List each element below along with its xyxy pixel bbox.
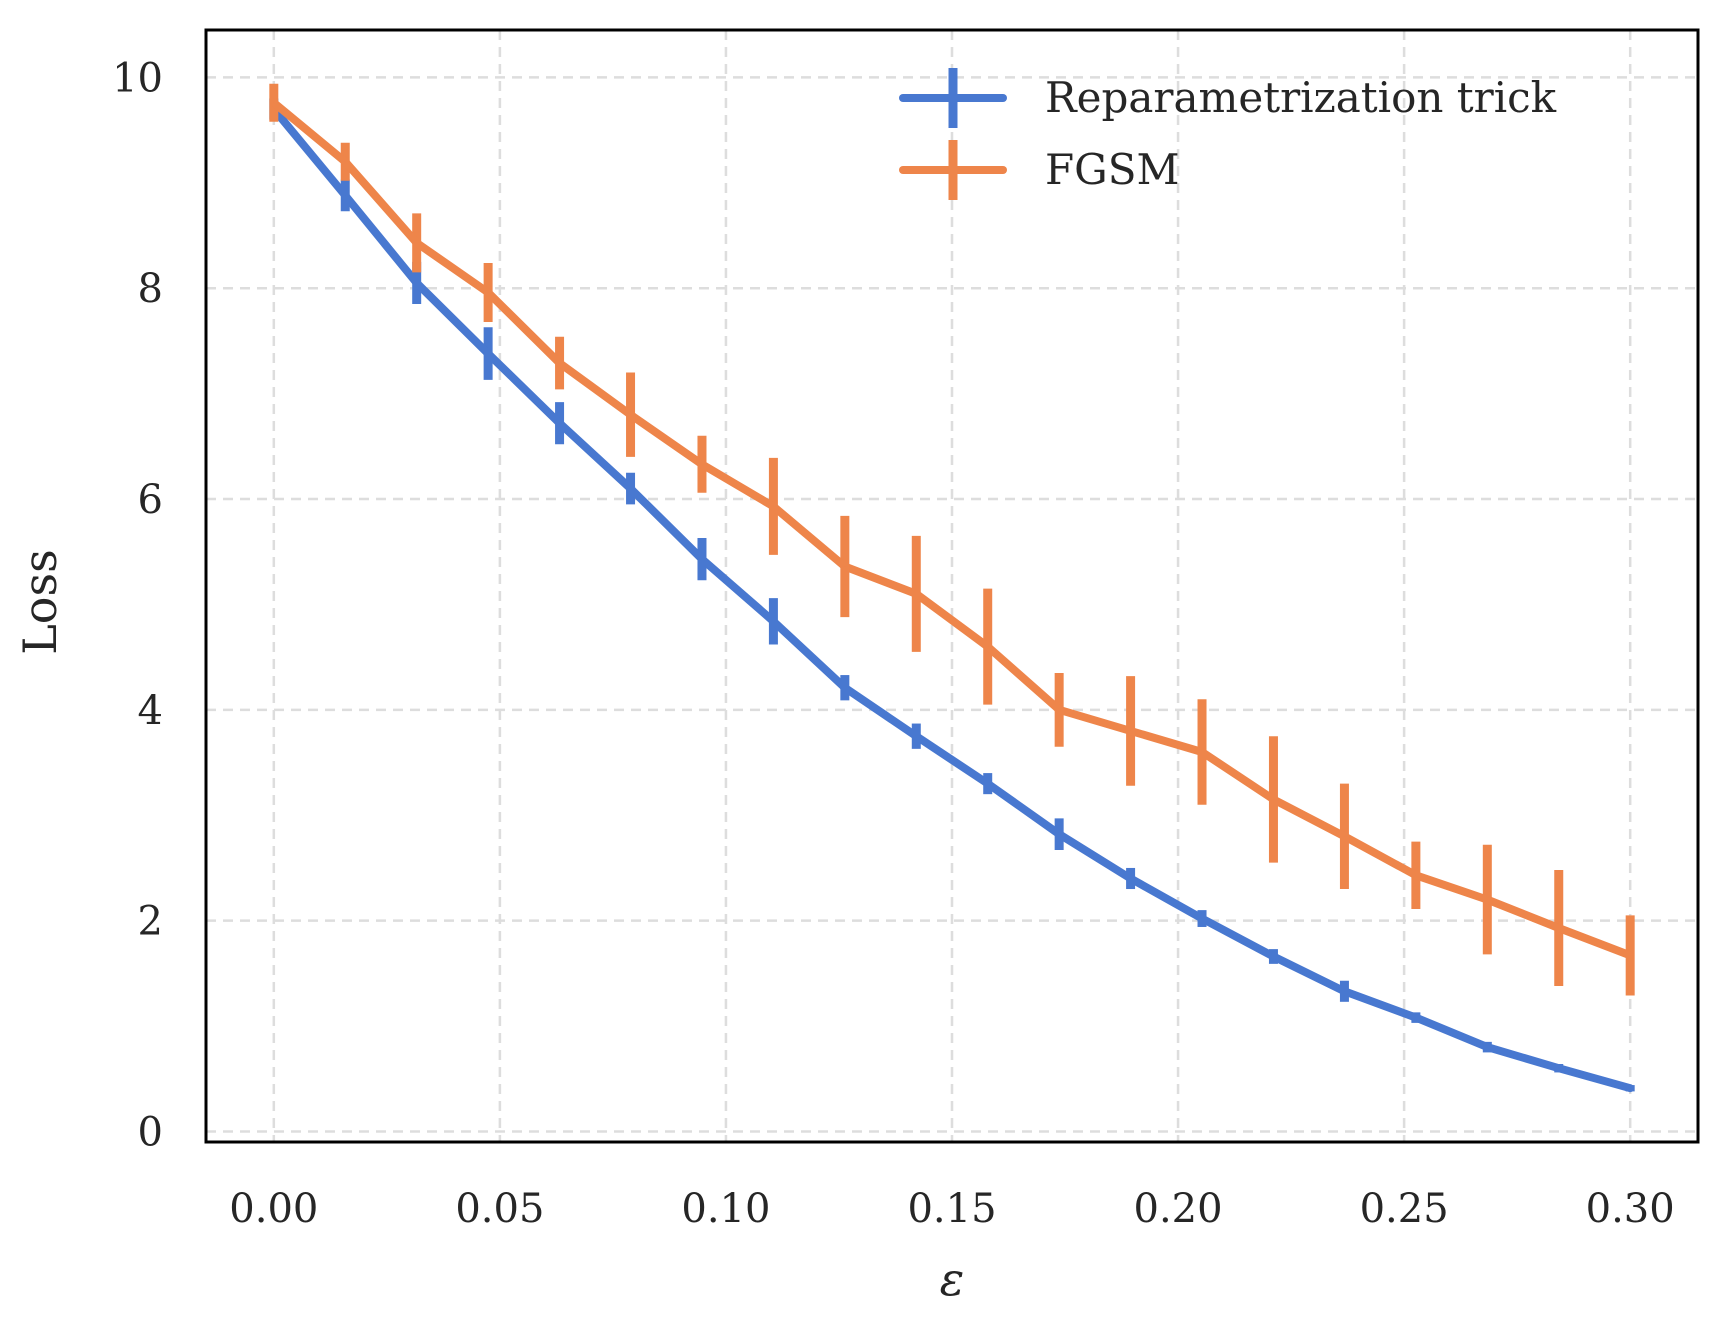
data-point: [1343, 835, 1345, 837]
x-tick-label: 0.00: [229, 1186, 318, 1232]
data-point: [1629, 1087, 1631, 1089]
data-point: [630, 414, 632, 416]
y-tick-label: 4: [138, 688, 163, 734]
legend-label: FGSM: [1045, 145, 1179, 194]
legend-entry-0: Reparametrization trick: [899, 68, 1557, 128]
data-point: [273, 102, 275, 104]
data-point: [1415, 1017, 1417, 1019]
tick-labels: 0.00 0.05 0.10 0.15 0.20 0.25 0.30 0 2 4 6 8 10: [112, 55, 1675, 1232]
data-point: [844, 566, 846, 568]
x-tick-label: 0.20: [1134, 1186, 1223, 1232]
data-point: [1486, 1046, 1488, 1048]
data-point: [344, 161, 346, 163]
data-point: [1130, 877, 1132, 879]
plot-frame: [204, 28, 1700, 1144]
data-point: [844, 687, 846, 689]
data-point: [1201, 751, 1203, 753]
data-point: [915, 593, 917, 595]
y-tick-label: 8: [138, 266, 163, 312]
data-point: [1415, 874, 1417, 876]
y-tick-label: 0: [138, 1109, 163, 1155]
data-point: [416, 282, 418, 284]
series-line: [269, 98, 1635, 960]
data-point: [915, 735, 917, 737]
x-tick-label: 0.25: [1360, 1186, 1449, 1232]
data-point: [772, 620, 774, 622]
data-point: [559, 422, 561, 424]
data-point: [987, 783, 989, 785]
data-point: [987, 646, 989, 648]
legend-entry-1: FGSM: [899, 140, 1179, 200]
data-point: [559, 362, 561, 364]
data-point: [1130, 730, 1132, 732]
x-tick-label: 0.15: [907, 1186, 996, 1232]
x-tick-label: 0.30: [1586, 1186, 1675, 1232]
y-axis-label: Loss: [13, 549, 67, 654]
data-point: [701, 558, 703, 560]
data-point: [487, 291, 489, 293]
y-tick-label: 2: [138, 899, 163, 945]
data-point: [344, 194, 346, 196]
data-point: [416, 242, 418, 244]
data-point: [1272, 955, 1274, 957]
data-point: [772, 505, 774, 507]
data-point: [1272, 798, 1274, 800]
series-line: [269, 105, 1635, 1093]
series-layer: [269, 83, 1635, 1093]
y-tick-label: 6: [138, 477, 163, 523]
legend: Reparametrization trick FGSM: [899, 68, 1557, 200]
data-point: [1486, 899, 1488, 901]
series-1: [269, 83, 1635, 996]
data-point: [1629, 954, 1631, 956]
data-point: [1201, 918, 1203, 920]
data-point: [1343, 990, 1345, 992]
y-tick-label: 10: [112, 55, 163, 101]
data-point: [1058, 833, 1060, 835]
data-point: [1558, 1067, 1560, 1069]
data-point: [701, 463, 703, 465]
data-point: [1058, 709, 1060, 711]
x-tick-label: 0.10: [681, 1186, 770, 1232]
data-point: [630, 488, 632, 490]
data-point: [1558, 927, 1560, 929]
x-tick-label: 0.05: [455, 1186, 544, 1232]
x-axis-label: ε: [940, 1252, 965, 1306]
data-point: [487, 353, 489, 355]
legend-label: Reparametrization trick: [1045, 73, 1557, 122]
